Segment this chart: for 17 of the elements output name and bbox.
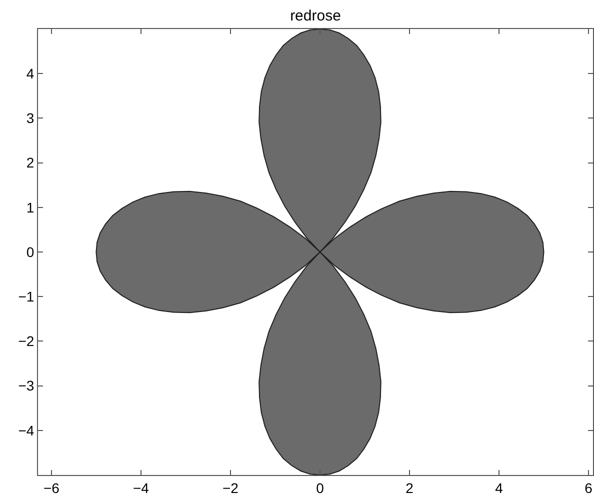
chart-title: redrose bbox=[290, 7, 341, 24]
x-tick-label: 6 bbox=[584, 480, 593, 496]
y-tick-label: 3 bbox=[26, 110, 34, 126]
y-tick-label: −1 bbox=[18, 288, 34, 304]
y-tick-label: −2 bbox=[18, 333, 34, 350]
y-tick-label: 1 bbox=[26, 199, 34, 216]
y-tick-label: 2 bbox=[26, 154, 34, 171]
x-tick-label: 4 bbox=[495, 480, 504, 496]
y-tick-label: 0 bbox=[26, 244, 34, 260]
x-tick-label: 0 bbox=[316, 480, 324, 496]
x-tick-label: 2 bbox=[406, 480, 414, 496]
x-tick-label: −4 bbox=[132, 480, 150, 496]
y-tick-label: 4 bbox=[26, 66, 34, 82]
x-tick-label: −2 bbox=[222, 480, 239, 496]
y-tick-label: −3 bbox=[18, 378, 34, 394]
x-tick-label: −6 bbox=[43, 480, 60, 496]
y-tick-label: −4 bbox=[18, 422, 34, 438]
